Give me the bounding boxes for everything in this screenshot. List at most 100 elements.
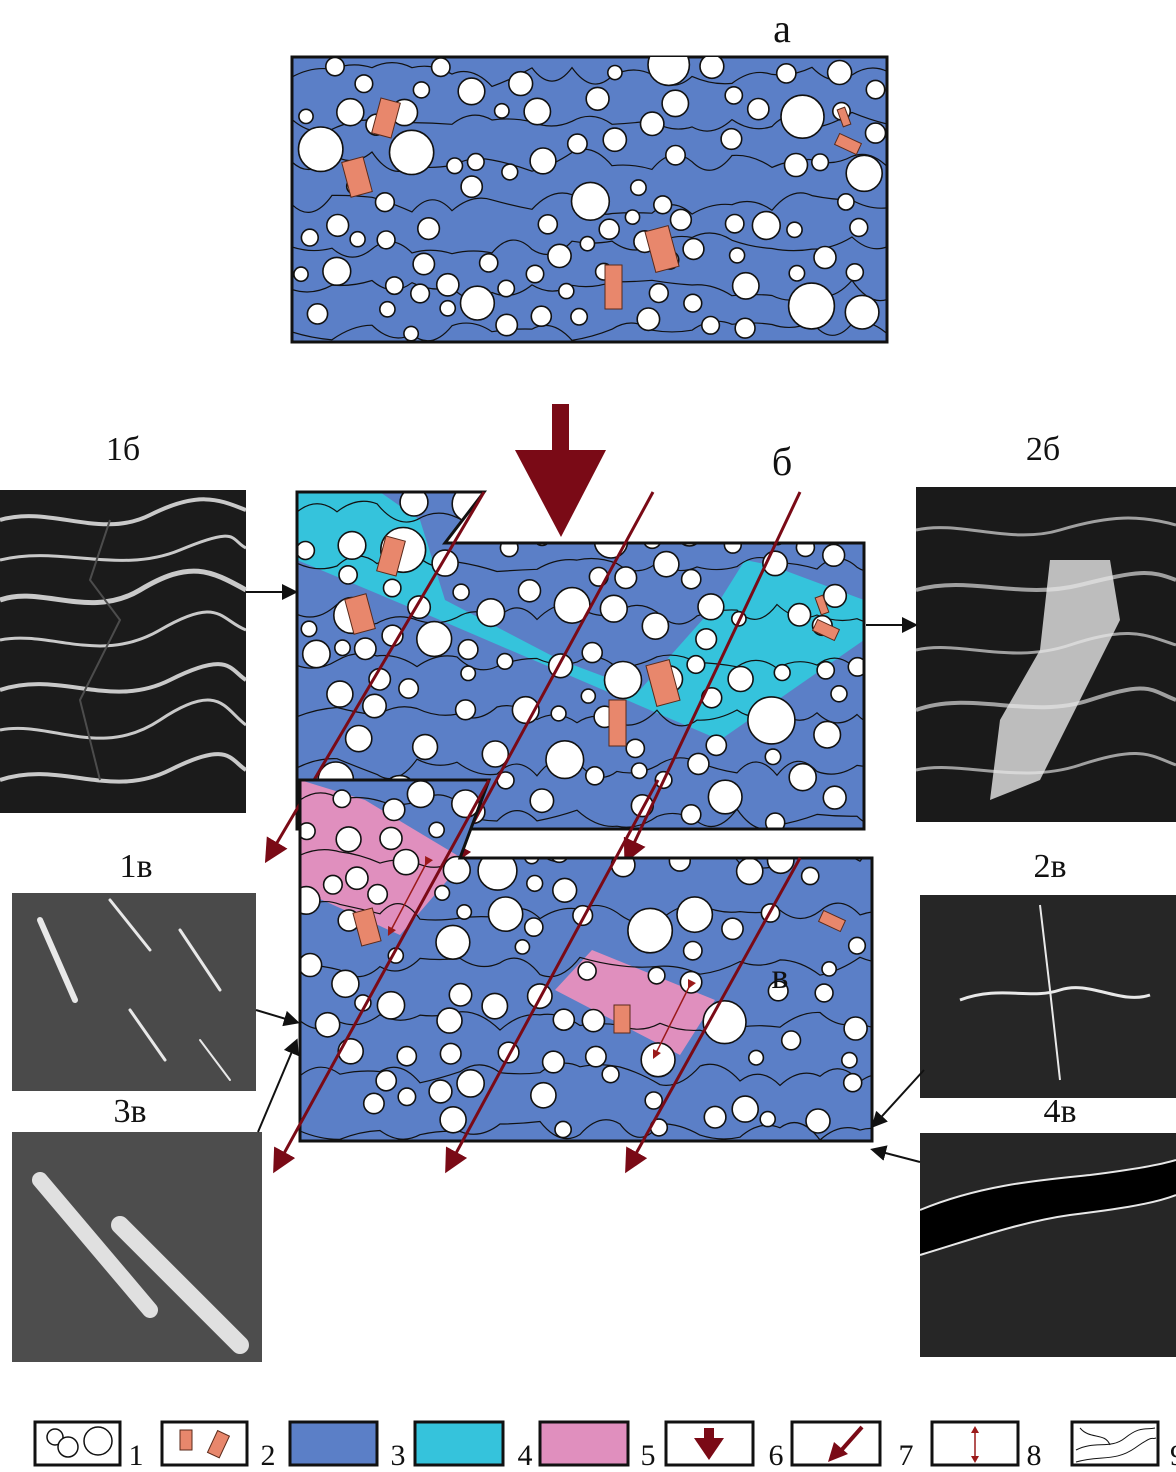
grain bbox=[800, 866, 820, 886]
grain bbox=[439, 1042, 462, 1065]
grain bbox=[746, 97, 770, 121]
grain bbox=[514, 939, 531, 955]
crystals-v bbox=[352, 907, 847, 1034]
grain bbox=[332, 789, 352, 809]
grain bbox=[525, 264, 545, 284]
grain bbox=[523, 848, 540, 865]
grain bbox=[581, 1008, 606, 1033]
grain bbox=[300, 620, 318, 638]
grain bbox=[814, 983, 834, 1003]
grain bbox=[845, 262, 865, 282]
grain bbox=[428, 1079, 453, 1104]
grain bbox=[847, 656, 864, 677]
legend-label-9: 9 bbox=[1170, 1439, 1176, 1472]
grain bbox=[552, 1008, 576, 1032]
grain bbox=[813, 245, 837, 270]
grain bbox=[680, 568, 702, 590]
photo-2b-label: 2б bbox=[1026, 431, 1060, 468]
panel-a: а bbox=[290, 6, 889, 344]
grain bbox=[731, 271, 760, 300]
grain bbox=[682, 237, 705, 261]
legend-item-2: 2 bbox=[160, 1420, 276, 1472]
legend-item-9: 9 bbox=[1070, 1420, 1176, 1472]
grain bbox=[764, 812, 786, 829]
grain bbox=[720, 127, 743, 151]
grain bbox=[844, 294, 880, 330]
grain bbox=[354, 74, 374, 94]
grain bbox=[478, 252, 499, 273]
grain bbox=[842, 1072, 863, 1093]
panel-v-label: в bbox=[772, 956, 789, 996]
grain bbox=[493, 102, 510, 119]
grain bbox=[787, 602, 812, 627]
grain bbox=[780, 94, 825, 139]
grain bbox=[822, 583, 848, 609]
grain bbox=[379, 826, 403, 851]
grain bbox=[501, 163, 519, 181]
foliation-line bbox=[292, 320, 887, 342]
grain bbox=[353, 637, 377, 661]
grain bbox=[434, 884, 451, 902]
legend-item-4: 4 bbox=[413, 1420, 533, 1472]
grain bbox=[454, 699, 477, 721]
grain bbox=[448, 982, 473, 1007]
grain bbox=[322, 874, 344, 895]
grain bbox=[335, 826, 362, 853]
grain bbox=[547, 243, 572, 269]
grain bbox=[624, 209, 641, 225]
grain bbox=[322, 256, 352, 286]
grain bbox=[826, 59, 853, 86]
grain bbox=[810, 153, 830, 172]
grain bbox=[570, 181, 611, 222]
legend-item-5: 5 bbox=[538, 1420, 656, 1472]
grain bbox=[293, 266, 309, 283]
grain bbox=[676, 896, 714, 934]
grain bbox=[547, 653, 574, 679]
grain bbox=[652, 195, 673, 215]
grain bbox=[630, 793, 654, 818]
grain bbox=[530, 1081, 557, 1109]
grain bbox=[412, 81, 431, 99]
grain bbox=[367, 883, 389, 905]
grain bbox=[627, 907, 674, 954]
grain bbox=[727, 665, 754, 693]
cyan-fill-icon bbox=[413, 1420, 505, 1467]
photo-2b: 2б bbox=[915, 431, 1176, 822]
grain bbox=[607, 64, 623, 81]
legend-label-7: 7 bbox=[899, 1439, 914, 1472]
grain bbox=[764, 748, 782, 766]
grain bbox=[297, 540, 316, 561]
grain bbox=[481, 992, 509, 1020]
grain bbox=[734, 317, 756, 339]
grain bbox=[683, 293, 703, 313]
grain bbox=[459, 285, 496, 321]
grain bbox=[523, 97, 552, 126]
grain bbox=[845, 154, 884, 193]
grain bbox=[436, 1007, 463, 1034]
grain bbox=[735, 857, 764, 886]
grain bbox=[641, 612, 670, 641]
grain bbox=[496, 652, 514, 671]
grain bbox=[439, 1106, 467, 1134]
legend-label-8: 8 bbox=[1027, 1439, 1042, 1472]
grain bbox=[326, 213, 350, 238]
grain bbox=[625, 738, 646, 759]
grain bbox=[585, 86, 610, 112]
grain bbox=[602, 127, 628, 153]
grain bbox=[508, 70, 534, 97]
grain bbox=[430, 57, 451, 78]
grain bbox=[723, 535, 742, 554]
grain bbox=[721, 917, 744, 941]
legend-label-1: 1 bbox=[129, 1439, 144, 1472]
grain bbox=[300, 885, 321, 916]
grain bbox=[573, 500, 601, 528]
legend-item-7: 7 bbox=[790, 1420, 914, 1472]
grain bbox=[669, 208, 693, 232]
photo-4v: 4в bbox=[919, 1093, 1176, 1357]
grain bbox=[530, 305, 553, 328]
grain bbox=[457, 638, 479, 661]
grain bbox=[301, 639, 331, 669]
grain bbox=[314, 1011, 341, 1038]
fault-arrows-v bbox=[273, 779, 802, 1174]
